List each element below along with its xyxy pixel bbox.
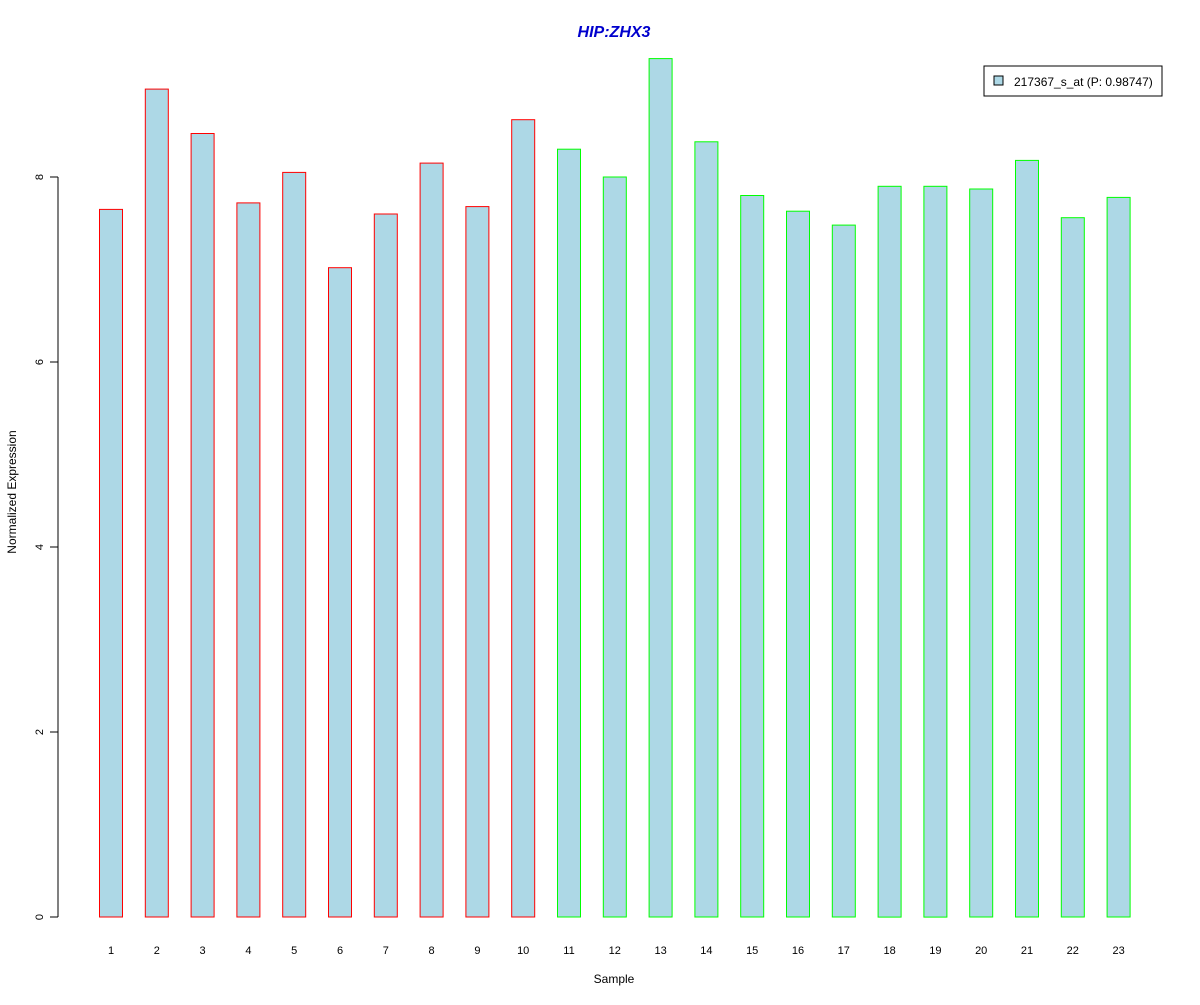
legend-label: 217367_s_at (P: 0.98747) <box>1014 75 1153 89</box>
bar-sample-3 <box>190 133 215 918</box>
x-tick-label: 11 <box>563 945 574 957</box>
bar-sample-20 <box>969 188 994 918</box>
bar-sample-21 <box>1015 159 1039 918</box>
bar-sample-15 <box>740 195 765 918</box>
x-axis-label: Sample <box>594 972 635 986</box>
bar-sample-7 <box>373 213 398 918</box>
bar-sample-1 <box>99 208 123 918</box>
x-tick-label: 13 <box>654 945 666 957</box>
x-tick-label: 15 <box>746 945 758 957</box>
bar-sample-2 <box>144 88 169 918</box>
y-tick-label: 2 <box>34 729 46 735</box>
x-tick-label: 9 <box>474 945 480 957</box>
x-tick-label: 7 <box>383 945 389 957</box>
x-tick-label: 18 <box>883 945 895 957</box>
x-tick-label: 23 <box>1112 945 1124 957</box>
bar-sample-17 <box>831 224 856 918</box>
bar-sample-12 <box>602 176 627 918</box>
legend-box <box>983 65 1163 97</box>
bar-sample-18 <box>877 185 902 918</box>
x-tick-label: 10 <box>517 945 529 957</box>
bar-sample-8 <box>419 162 444 918</box>
bar-sample-19 <box>923 185 948 918</box>
legend: 217367_s_at (P: 0.98747) <box>983 65 1163 97</box>
x-tick-label: 8 <box>429 945 435 957</box>
x-tick-label: 6 <box>337 945 343 957</box>
bar-series <box>99 58 1131 918</box>
bar-sample-4 <box>236 202 261 918</box>
bar-sample-5 <box>282 171 307 918</box>
y-axis-ticks: 0 2 4 6 8 <box>34 174 58 920</box>
x-tick-label: 16 <box>792 945 804 957</box>
legend-swatch <box>993 75 1004 86</box>
x-tick-label: 21 <box>1021 945 1033 957</box>
bar-sample-16 <box>786 210 810 918</box>
bar-sample-10 <box>511 119 536 918</box>
x-tick-label: 19 <box>929 945 941 957</box>
y-tick-label: 8 <box>34 174 46 180</box>
x-tick-label: 12 <box>609 945 621 957</box>
bar-sample-22 <box>1060 217 1085 918</box>
chart-title: HIP:ZHX3 <box>578 24 651 41</box>
x-tick-label: 4 <box>245 945 251 957</box>
x-axis-tick-labels: 1 2 3 4 5 6 7 8 9 10 11 12 13 14 15 16 17 18 19 20 21 22 23 <box>108 945 1125 957</box>
x-tick-label: 2 <box>154 945 160 957</box>
bar-sample-9 <box>465 206 490 918</box>
x-tick-label: 14 <box>700 945 712 957</box>
x-tick-label: 1 <box>108 945 114 957</box>
x-tick-label: 17 <box>838 945 850 957</box>
y-tick-label: 0 <box>34 914 46 920</box>
bar-sample-11 <box>557 148 581 918</box>
bar-sample-13 <box>648 58 673 918</box>
x-tick-label: 3 <box>200 945 206 957</box>
x-tick-label: 20 <box>975 945 987 957</box>
bar-sample-6 <box>328 267 352 918</box>
x-tick-label: 5 <box>291 945 297 957</box>
bar-sample-14 <box>694 141 719 918</box>
y-tick-label: 6 <box>34 359 46 365</box>
bar-sample-23 <box>1106 196 1131 918</box>
x-tick-label: 22 <box>1067 945 1079 957</box>
y-tick-label: 4 <box>34 544 46 550</box>
y-axis-label: Normalized Expression <box>5 430 19 553</box>
